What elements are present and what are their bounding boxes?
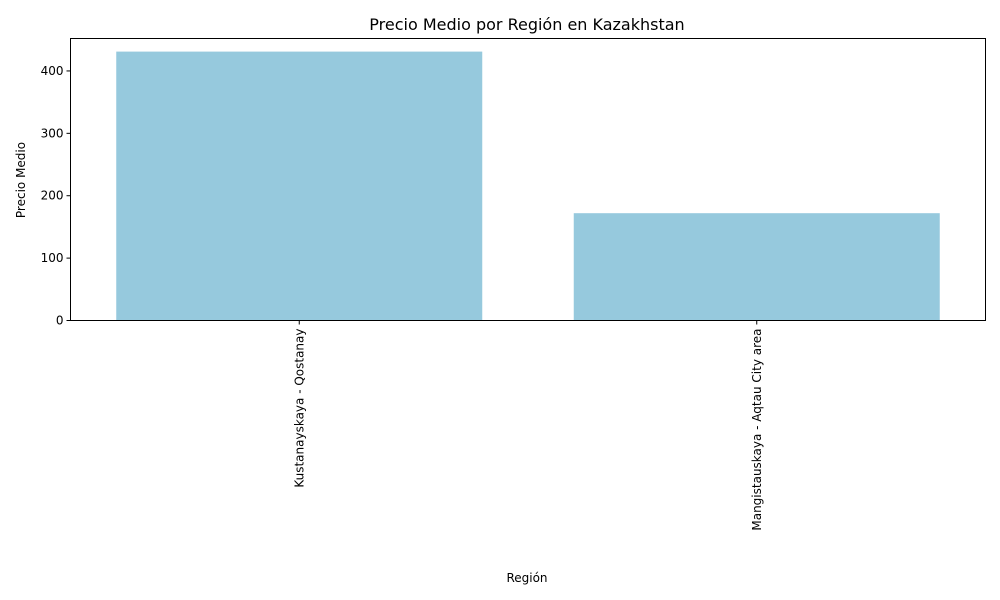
- y-axis-label: Precio Medio: [14, 142, 28, 218]
- y-tick-label: 300: [41, 126, 64, 140]
- x-tick-label: Kustanayskaya - Qostanay: [292, 329, 306, 488]
- y-tick-label: 200: [41, 189, 64, 203]
- y-tick-label: 100: [41, 251, 64, 265]
- bar-2: [573, 213, 940, 321]
- bar-1: [116, 51, 483, 321]
- y-tick-label: 0: [56, 314, 64, 328]
- y-tick-label: 400: [41, 64, 64, 78]
- chart-title: Precio Medio por Región en Kazakhstan: [369, 15, 684, 34]
- x-tick-label: Mangistauskaya - Aqtau City area: [750, 329, 764, 531]
- plot-area-frame: [70, 38, 986, 321]
- x-axis-label: Región: [506, 571, 547, 585]
